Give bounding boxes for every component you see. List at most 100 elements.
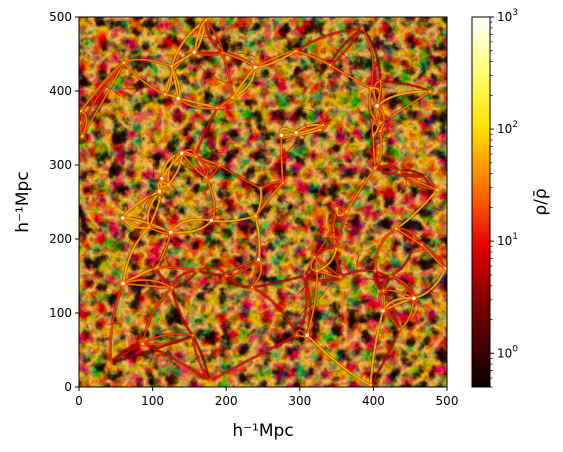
filament — [361, 27, 374, 89]
halo-core — [256, 257, 261, 262]
filament — [110, 335, 194, 364]
filament — [209, 334, 298, 382]
filament-tendril — [375, 116, 379, 124]
filament-tendril — [205, 206, 220, 217]
filament-tendril — [298, 302, 315, 318]
halo-core — [251, 286, 254, 289]
halo-core — [80, 134, 84, 138]
filament — [122, 279, 173, 289]
filament-tendril — [304, 123, 318, 135]
filament-tendril — [133, 347, 145, 357]
halo-core — [295, 334, 298, 337]
plot-frame — [78, 16, 448, 388]
halo-core — [379, 80, 382, 82]
filament-tendril — [296, 321, 307, 326]
filament-tendril — [317, 281, 334, 301]
halo-core — [80, 122, 82, 124]
filament-tendril — [107, 322, 123, 325]
halo-core — [209, 218, 214, 223]
x-tick-label: 100 — [141, 394, 164, 408]
filament-tendril — [139, 189, 157, 207]
halo-core — [121, 281, 125, 286]
halo-core — [315, 269, 319, 273]
halo-core — [425, 175, 427, 177]
filament — [122, 226, 150, 284]
filament-tendril — [273, 186, 279, 191]
y-tick-label: 400 — [49, 84, 72, 98]
filament — [141, 287, 173, 344]
filament — [370, 329, 401, 386]
filament-tendril — [265, 208, 269, 212]
halo-core — [170, 64, 174, 68]
halo-core — [379, 122, 382, 125]
halo-core — [334, 247, 338, 251]
halo-core — [444, 267, 447, 270]
halo-core — [412, 296, 416, 301]
halo-core — [110, 362, 112, 364]
halo-core — [156, 266, 159, 269]
filament-tendril — [280, 138, 299, 157]
halo-core — [318, 128, 322, 132]
halo-core — [176, 96, 181, 101]
colorbar-gradient — [472, 17, 490, 387]
halo-core — [304, 275, 306, 277]
filament — [369, 310, 385, 386]
filament-tendril — [387, 308, 400, 314]
filament-tendril — [336, 220, 356, 232]
filament-tendril — [356, 255, 360, 269]
colorbar: 100 101 102 103 ρ/ρ̄ — [471, 8, 551, 388]
halo-core — [428, 90, 432, 93]
filament-tendril — [212, 274, 227, 280]
x-axis-ticks: 0 100 200 300 400 500 — [75, 387, 458, 408]
halo-core — [166, 183, 171, 187]
halo-core — [398, 171, 401, 174]
halo-core — [253, 214, 258, 218]
filament-tendril — [411, 246, 431, 253]
filament-tendril — [236, 53, 256, 57]
filament-tendril — [405, 175, 412, 190]
halo-core — [160, 176, 164, 180]
filament — [192, 335, 211, 382]
halo-core — [345, 210, 349, 213]
halo-core — [204, 18, 208, 22]
filament-tendril — [325, 252, 335, 270]
colorbar-tick-label: 100 — [497, 344, 518, 360]
filament-tendril — [190, 145, 195, 160]
x-axis-label: h⁻¹Mpc — [232, 421, 293, 441]
halo-core — [225, 275, 227, 277]
filament-tendril — [325, 369, 342, 373]
halo-core — [180, 151, 184, 155]
filament — [374, 167, 427, 177]
halo-core — [379, 129, 382, 133]
filament-tendril — [153, 165, 155, 178]
halo-core — [279, 133, 284, 138]
filament — [340, 269, 376, 278]
halo-core — [294, 131, 299, 135]
halo-core — [381, 309, 385, 313]
filament-tendril — [330, 214, 349, 224]
filament-tendril — [335, 48, 353, 64]
filament-tendril — [402, 165, 416, 173]
halo-core — [218, 164, 221, 167]
filament-tendril — [173, 148, 180, 168]
filament — [306, 270, 319, 336]
filament-tendril — [376, 161, 395, 171]
halo-core — [205, 176, 208, 179]
filament — [123, 62, 166, 96]
x-tick-label: 300 — [288, 394, 311, 408]
filament — [80, 62, 125, 112]
halo-core — [369, 86, 373, 90]
halo-core — [79, 109, 83, 113]
x-tick-label: 200 — [215, 394, 238, 408]
halo-core — [369, 384, 372, 387]
filament — [295, 27, 363, 52]
filament-tendril — [194, 354, 209, 360]
halo-core — [420, 243, 423, 246]
halo-core — [253, 65, 257, 69]
halo-core — [329, 116, 332, 119]
filament — [382, 290, 401, 330]
filament — [80, 62, 125, 124]
halo-core — [412, 242, 414, 244]
filament-tendril — [239, 178, 249, 189]
filament — [81, 62, 125, 137]
